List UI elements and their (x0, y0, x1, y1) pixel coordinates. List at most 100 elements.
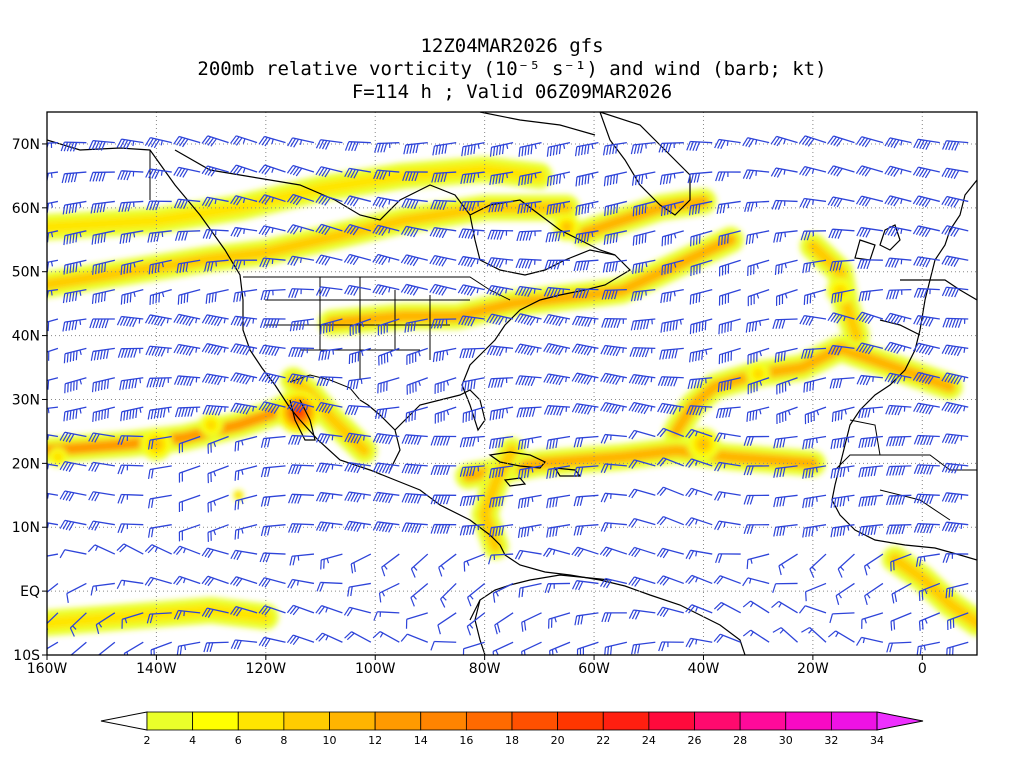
lon-tick-label: 0 (918, 661, 927, 677)
wind-barb (343, 223, 372, 236)
wind-barb (601, 317, 627, 329)
wind-barb (774, 259, 798, 275)
wind-barb (886, 494, 912, 506)
wind-barb (258, 577, 286, 588)
wind-barb (348, 347, 372, 364)
wind-barb (147, 406, 172, 420)
wind-barb (628, 546, 656, 558)
wind-barb (657, 402, 684, 415)
wind-barb (830, 435, 855, 450)
vorticity-maximum (563, 224, 570, 230)
wind-barb (858, 406, 883, 419)
wind-barb (487, 377, 514, 388)
wind-barb (201, 547, 229, 558)
wind-barb (315, 401, 343, 414)
wind-barb (259, 552, 286, 563)
wind-barb (941, 372, 969, 385)
colorbar-segment (465, 711, 513, 731)
wind-barb (62, 318, 87, 332)
wind-barb (258, 164, 286, 175)
wind-barb (714, 461, 741, 472)
lon-tick-label: 160W (27, 661, 68, 677)
lat-tick-label: 60N (12, 201, 40, 217)
wind-barb (173, 135, 201, 148)
wind-barb (685, 487, 713, 498)
wind-barb (689, 318, 713, 335)
wind-barb (604, 200, 628, 217)
wind-barb (173, 343, 201, 356)
wind-barb (230, 226, 258, 238)
wind-barb (59, 549, 87, 559)
wind-barb (515, 258, 542, 269)
wind-barb (173, 575, 201, 586)
colorbar-segment (237, 711, 285, 731)
wind-barb (88, 491, 115, 502)
wind-barb (344, 520, 371, 532)
wind-barb (90, 582, 115, 596)
wind-barb (116, 315, 144, 328)
wind-barb (884, 341, 912, 354)
wind-barb (178, 465, 201, 483)
wind-barb (372, 253, 400, 266)
wind-barb (855, 342, 884, 355)
wind-barb (770, 135, 798, 147)
wind-barb (488, 200, 514, 213)
wind-barb (517, 200, 542, 214)
wind-barb (315, 223, 343, 236)
wind-barb (402, 171, 428, 182)
wind-barb (373, 169, 400, 180)
wind-barb (601, 288, 627, 300)
wind-barb (230, 195, 258, 206)
wind-barb (744, 200, 770, 212)
wind-barb (401, 434, 428, 445)
wind-barb (776, 406, 798, 425)
wind-barb (344, 491, 371, 503)
wind-barb (88, 432, 115, 443)
wind-barb (406, 377, 428, 395)
wind-barb (488, 494, 514, 508)
wind-barb (462, 641, 485, 655)
wind-barb (286, 224, 315, 235)
wind-barb (400, 283, 428, 296)
wind-barb (486, 257, 514, 268)
wind-barb (571, 580, 599, 591)
wind-barb (837, 553, 855, 578)
wind-barb (861, 612, 884, 629)
wind-barb (773, 494, 798, 508)
wind-barb (287, 578, 315, 589)
wind-barb (147, 524, 172, 538)
wind-barb (743, 524, 770, 535)
wind-barb (518, 582, 542, 598)
wind-barb (656, 486, 685, 496)
wind-barb (405, 406, 428, 423)
wind-barb (913, 402, 940, 415)
wind-barb (574, 230, 599, 244)
wind-barb (373, 611, 400, 621)
wind-barb (912, 371, 940, 385)
wind-barb (942, 140, 969, 151)
wind-barb (714, 491, 741, 501)
wind-barb (430, 199, 457, 211)
wind-barb (799, 197, 827, 209)
wind-barb (856, 374, 883, 386)
wind-barb (886, 524, 912, 535)
lat-tick-label: 50N (12, 265, 40, 281)
wind-barb (884, 372, 912, 385)
wind-barb (544, 259, 570, 270)
wind-barb (688, 200, 713, 216)
wind-barb (886, 465, 912, 476)
wind-barb (885, 404, 912, 416)
wind-barb (858, 524, 883, 537)
lon-tick-label: 140W (136, 661, 177, 677)
wind-barb (916, 641, 940, 655)
wind-barb (743, 435, 770, 446)
wind-barb (799, 314, 827, 326)
vorticity-band-core (577, 195, 710, 240)
wind-barb (574, 142, 599, 157)
lat-lon-gridlines (47, 112, 977, 655)
wind-barb (289, 318, 315, 332)
wind-barb (60, 141, 87, 152)
wind-barb (494, 612, 514, 635)
wind-barb (173, 375, 201, 387)
wind-barb (631, 171, 656, 186)
